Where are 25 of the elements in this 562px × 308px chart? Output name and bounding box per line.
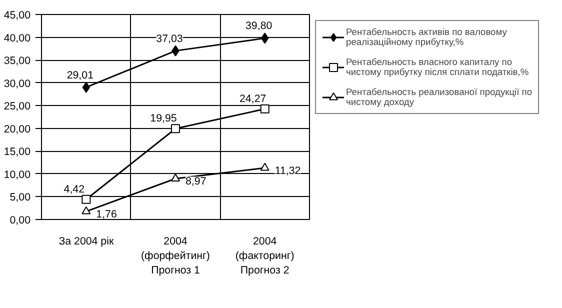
y-tick-label: 45,00 — [4, 10, 31, 22]
y-tick-label: 5,00 — [10, 192, 31, 204]
data-label: 19,95 — [150, 112, 177, 125]
x-tick-label: За 2004 рік — [58, 236, 114, 248]
data-label: 11,32 — [274, 164, 301, 177]
x-tick-label: 2004 (форфейтинг) Прогноз 1 — [141, 236, 210, 276]
data-label: 37,03 — [156, 32, 183, 45]
x-tick-label: 2004 (факторинг) Прогноз 2 — [235, 236, 294, 276]
data-label: 8,97 — [186, 176, 206, 188]
data-label: 1,76 — [96, 208, 117, 220]
y-tick-label: 0,00 — [10, 214, 31, 226]
y-tick-label: 15,00 — [4, 146, 31, 158]
y-tick-label: 25,00 — [4, 100, 31, 113]
data-label: 39,80 — [246, 20, 272, 32]
y-tick-label: 35,00 — [4, 55, 31, 68]
data-label: 24,27 — [240, 92, 266, 105]
legend-label: Рентабельность реализованої продукції по чистому доходу — [346, 87, 532, 107]
legend-label: Рентабельность власного капиталу по чистому прибутку після сплати податків,% — [346, 57, 529, 77]
y-tick-label: 40,00 — [4, 32, 31, 44]
data-label: 29,01 — [66, 69, 94, 82]
y-tick-label: 30,00 — [4, 78, 31, 90]
legend-label: Рентабельность активів по валовому реалізаційному прибутку,% — [346, 27, 507, 47]
y-tick-label: 10,00 — [4, 168, 31, 181]
y-tick-label: 20,00 — [4, 123, 31, 136]
data-label: 4,42 — [64, 183, 85, 196]
